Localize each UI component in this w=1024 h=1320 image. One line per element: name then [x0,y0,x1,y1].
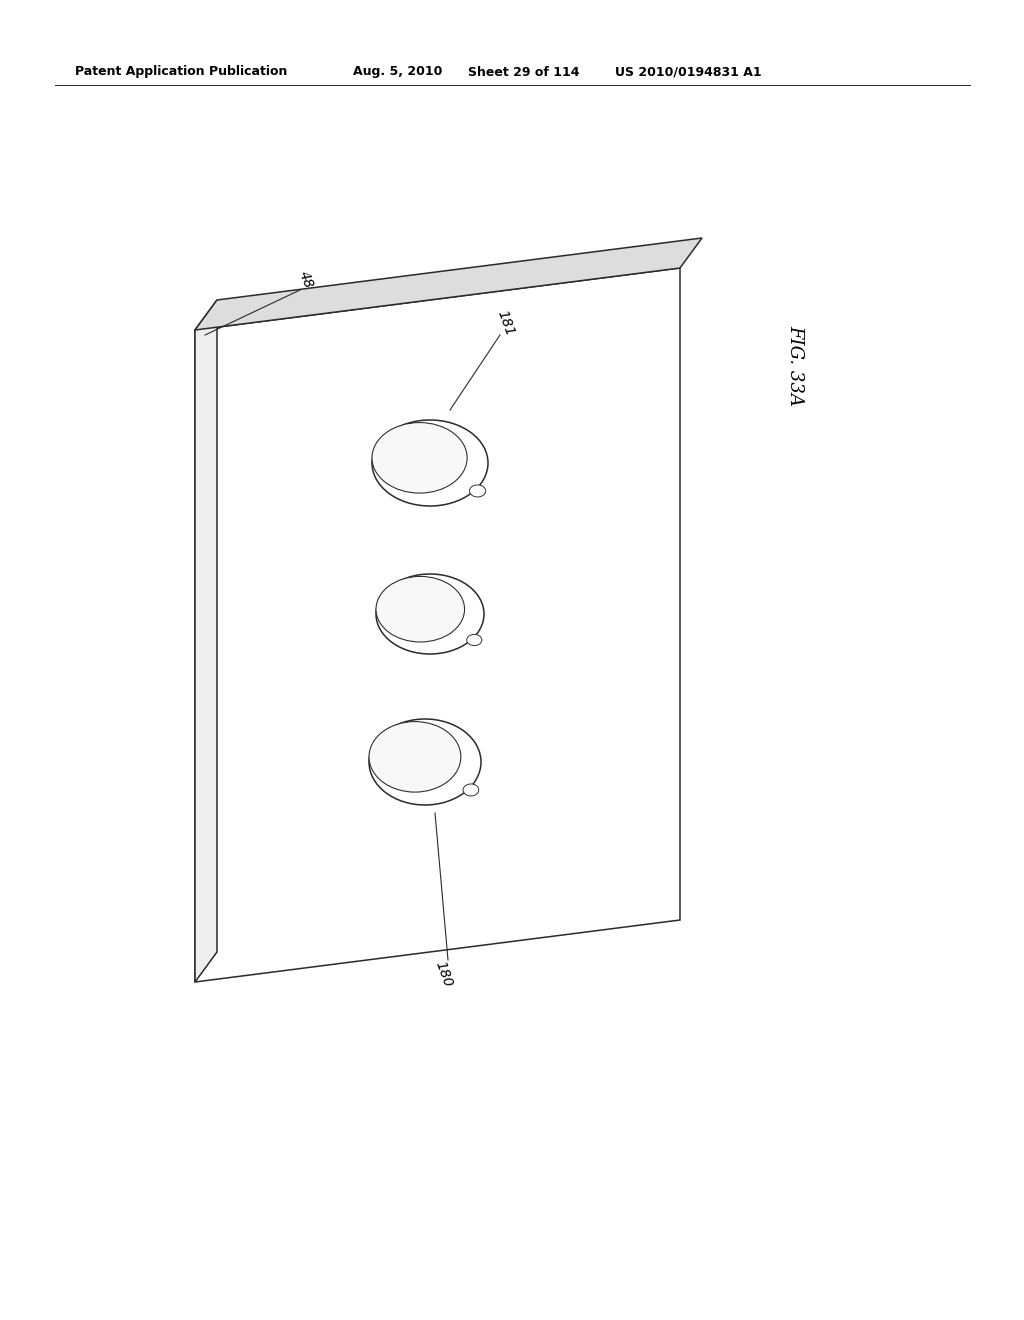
Text: Patent Application Publication: Patent Application Publication [75,66,288,78]
Text: FIG. 33A: FIG. 33A [786,325,804,405]
Polygon shape [195,300,217,982]
Polygon shape [195,268,680,982]
Ellipse shape [376,574,484,653]
Ellipse shape [369,722,461,792]
Ellipse shape [463,784,479,796]
Ellipse shape [376,577,465,642]
Ellipse shape [467,635,482,645]
Ellipse shape [469,484,485,496]
Polygon shape [195,238,702,330]
Ellipse shape [372,420,488,506]
Text: 180: 180 [433,960,455,989]
Text: Sheet 29 of 114: Sheet 29 of 114 [468,66,580,78]
Ellipse shape [369,719,481,805]
Text: Aug. 5, 2010: Aug. 5, 2010 [353,66,442,78]
Ellipse shape [372,422,467,494]
Text: US 2010/0194831 A1: US 2010/0194831 A1 [615,66,762,78]
Text: 181: 181 [495,308,517,338]
Text: 48: 48 [296,269,315,290]
